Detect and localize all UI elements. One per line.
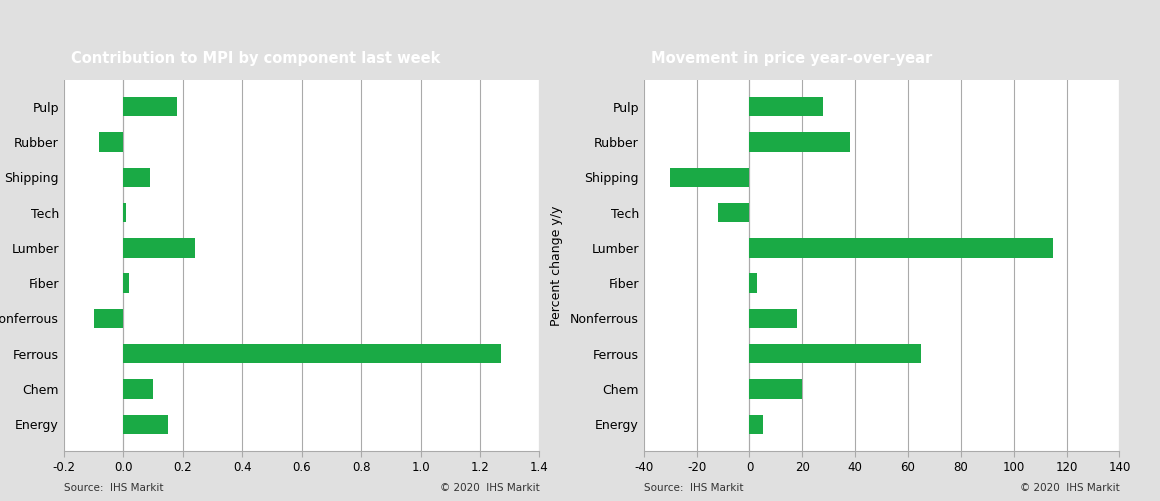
Bar bbox=[749, 132, 850, 152]
Bar bbox=[123, 97, 176, 116]
Bar bbox=[749, 415, 763, 434]
Text: © 2020  IHS Markit: © 2020 IHS Markit bbox=[1020, 483, 1119, 493]
Bar bbox=[123, 203, 126, 222]
Bar bbox=[100, 132, 123, 152]
Bar bbox=[749, 274, 757, 293]
Text: Source:  IHS Markit: Source: IHS Markit bbox=[644, 483, 744, 493]
Bar bbox=[718, 203, 749, 222]
Bar bbox=[749, 97, 824, 116]
Text: © 2020  IHS Markit: © 2020 IHS Markit bbox=[440, 483, 539, 493]
Bar bbox=[123, 168, 150, 187]
Bar bbox=[749, 238, 1053, 258]
Bar bbox=[123, 238, 195, 258]
Text: Source:  IHS Markit: Source: IHS Markit bbox=[64, 483, 164, 493]
Bar bbox=[123, 274, 129, 293]
Bar bbox=[123, 415, 168, 434]
Bar bbox=[123, 379, 153, 399]
Bar bbox=[749, 379, 803, 399]
Text: Contribution to MPI by component last week: Contribution to MPI by component last we… bbox=[71, 51, 441, 66]
Y-axis label: Percent change y/y: Percent change y/y bbox=[550, 205, 563, 326]
Bar bbox=[94, 309, 123, 328]
Text: Movement in price year-over-year: Movement in price year-over-year bbox=[651, 51, 933, 66]
Bar bbox=[749, 344, 921, 363]
Bar bbox=[123, 344, 501, 363]
Bar bbox=[749, 309, 797, 328]
Bar bbox=[670, 168, 749, 187]
